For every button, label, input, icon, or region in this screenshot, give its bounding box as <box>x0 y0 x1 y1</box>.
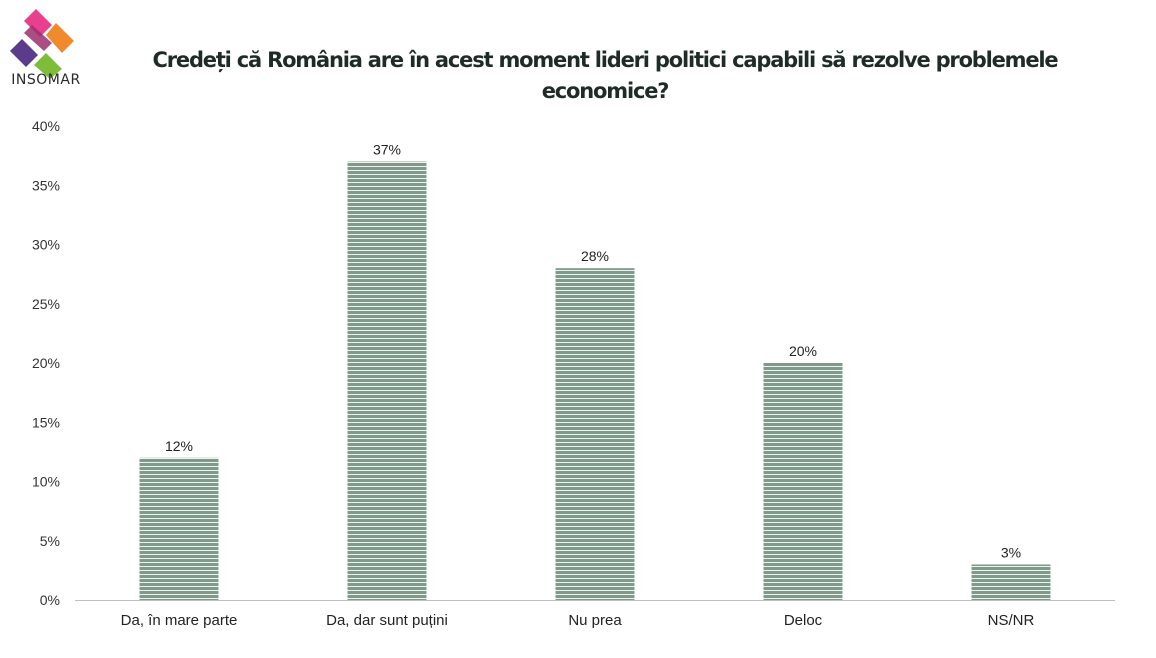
x-axis: Da, în mare parte Da, dar sunt puțini Nu p… <box>121 612 1035 629</box>
chart-title: Credeți că România are în acest moment l… <box>152 48 1059 103</box>
data-label: 3% <box>1001 544 1021 560</box>
data-label: 28% <box>581 248 609 264</box>
bar <box>139 457 219 600</box>
x-category-label: Da, în mare parte <box>121 612 238 629</box>
y-tick-label: 10% <box>32 474 60 490</box>
x-category-label: NS/NR <box>988 612 1035 629</box>
y-tick-label: 40% <box>32 118 60 134</box>
y-tick-label: 35% <box>32 177 60 193</box>
data-label: 20% <box>789 343 817 359</box>
data-label: 12% <box>165 438 193 454</box>
bars-group: 12% 37% 28% 20% 3% <box>139 142 1051 601</box>
insomar-logo-icon <box>10 9 74 79</box>
y-axis: 0% 5% 10% 15% 20% 25% 30% 35% 40% <box>32 118 60 608</box>
bar <box>555 268 635 600</box>
brand-name: INSOMAR <box>11 72 81 88</box>
bar <box>763 363 843 600</box>
y-tick-label: 30% <box>32 237 60 253</box>
x-category-label: Deloc <box>784 612 823 629</box>
y-tick-label: 20% <box>32 355 60 371</box>
x-category-label: Nu prea <box>568 612 622 629</box>
bar <box>347 161 427 601</box>
y-tick-label: 5% <box>40 533 60 549</box>
x-category-label: Da, dar sunt puțini <box>326 612 448 629</box>
bar <box>971 564 1051 600</box>
y-tick-label: 0% <box>40 592 60 608</box>
y-tick-label: 25% <box>32 296 60 312</box>
y-tick-label: 15% <box>32 414 60 430</box>
data-label: 37% <box>373 142 401 158</box>
